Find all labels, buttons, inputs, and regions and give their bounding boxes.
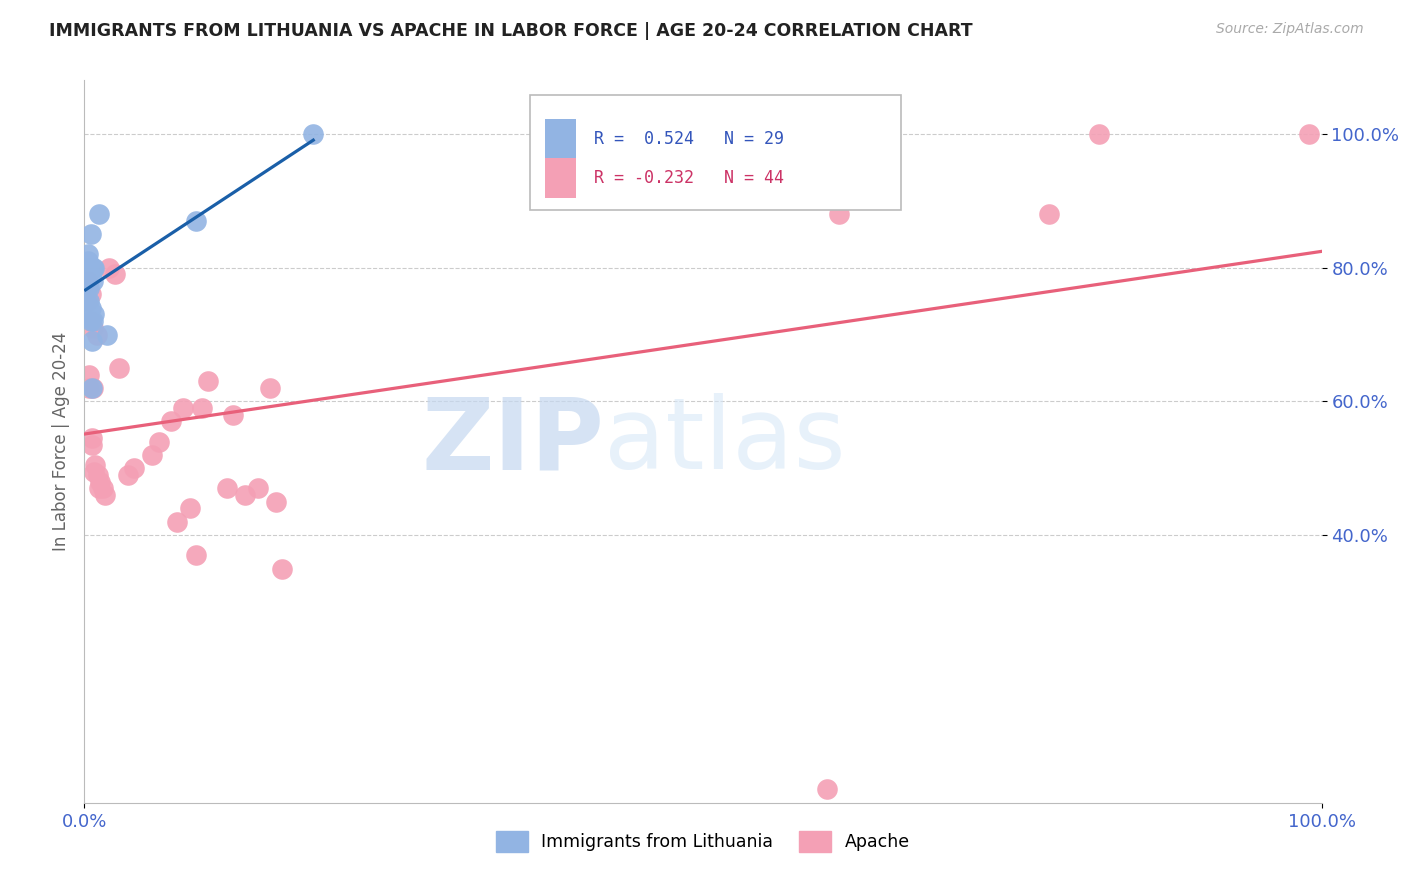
Point bbox=[79, 281, 101, 295]
Point bbox=[80, 438, 103, 452]
Point bbox=[122, 461, 145, 475]
Point bbox=[77, 247, 100, 261]
Bar bbox=[544, 158, 575, 198]
Point bbox=[179, 501, 201, 516]
Point bbox=[83, 465, 105, 479]
Point bbox=[172, 401, 194, 416]
Point bbox=[89, 475, 111, 489]
Point bbox=[80, 431, 103, 445]
Point bbox=[104, 268, 127, 282]
Point bbox=[141, 448, 163, 462]
Point bbox=[87, 467, 110, 482]
Point bbox=[160, 414, 183, 429]
Point bbox=[82, 260, 104, 275]
Text: Source: ZipAtlas.com: Source: ZipAtlas.com bbox=[1216, 22, 1364, 37]
Point bbox=[1298, 127, 1320, 141]
Point bbox=[83, 307, 105, 322]
Point bbox=[108, 361, 131, 376]
Point bbox=[77, 254, 100, 268]
Point bbox=[77, 260, 100, 275]
Point bbox=[117, 467, 139, 482]
Text: R = -0.232   N = 44: R = -0.232 N = 44 bbox=[595, 169, 785, 187]
Point bbox=[246, 482, 269, 496]
Point bbox=[98, 260, 121, 275]
Bar bbox=[544, 119, 575, 159]
Point bbox=[86, 327, 108, 342]
Point bbox=[79, 260, 101, 275]
Y-axis label: In Labor Force | Age 20-24: In Labor Force | Age 20-24 bbox=[52, 332, 70, 551]
Point bbox=[166, 515, 188, 529]
Point bbox=[1038, 207, 1060, 221]
Point bbox=[82, 381, 104, 395]
Point bbox=[828, 207, 851, 221]
Point bbox=[75, 294, 97, 309]
Point bbox=[96, 327, 118, 342]
Point bbox=[79, 227, 101, 242]
Point bbox=[79, 301, 101, 315]
Point bbox=[77, 274, 100, 288]
Point bbox=[79, 314, 101, 328]
Point bbox=[84, 458, 107, 472]
Point bbox=[76, 281, 98, 295]
Point bbox=[79, 314, 101, 328]
Point bbox=[76, 274, 98, 288]
Point bbox=[77, 268, 100, 282]
Point bbox=[222, 408, 245, 422]
Point bbox=[94, 488, 117, 502]
Text: ZIP: ZIP bbox=[422, 393, 605, 490]
Point bbox=[233, 488, 256, 502]
Point bbox=[271, 562, 294, 576]
Point bbox=[815, 782, 838, 797]
Point bbox=[148, 434, 170, 449]
Text: atlas: atlas bbox=[605, 393, 845, 490]
Point bbox=[77, 260, 100, 275]
Point bbox=[302, 127, 325, 141]
Point bbox=[91, 482, 114, 496]
Point bbox=[215, 482, 238, 496]
Point bbox=[89, 207, 111, 221]
FancyBboxPatch shape bbox=[530, 95, 901, 211]
Point bbox=[264, 494, 287, 508]
Point bbox=[79, 381, 101, 395]
Point bbox=[82, 274, 104, 288]
Text: R =  0.524   N = 29: R = 0.524 N = 29 bbox=[595, 129, 785, 148]
Point bbox=[77, 260, 100, 275]
Point bbox=[184, 548, 207, 563]
Point bbox=[79, 368, 101, 382]
Point bbox=[83, 260, 105, 275]
Point bbox=[79, 294, 101, 309]
Point bbox=[191, 401, 214, 416]
Point bbox=[76, 268, 98, 282]
Point bbox=[82, 321, 104, 335]
Text: IMMIGRANTS FROM LITHUANIA VS APACHE IN LABOR FORCE | AGE 20-24 CORRELATION CHART: IMMIGRANTS FROM LITHUANIA VS APACHE IN L… bbox=[49, 22, 973, 40]
Point bbox=[77, 268, 100, 282]
Point bbox=[89, 482, 111, 496]
Point bbox=[76, 274, 98, 288]
Point bbox=[1088, 127, 1111, 141]
Point bbox=[80, 334, 103, 349]
Point bbox=[259, 381, 281, 395]
Point bbox=[79, 287, 101, 301]
Point bbox=[184, 214, 207, 228]
Point bbox=[82, 314, 104, 328]
Point bbox=[80, 381, 103, 395]
Point bbox=[77, 294, 100, 309]
Point bbox=[197, 375, 219, 389]
Legend: Immigrants from Lithuania, Apache: Immigrants from Lithuania, Apache bbox=[489, 824, 917, 859]
